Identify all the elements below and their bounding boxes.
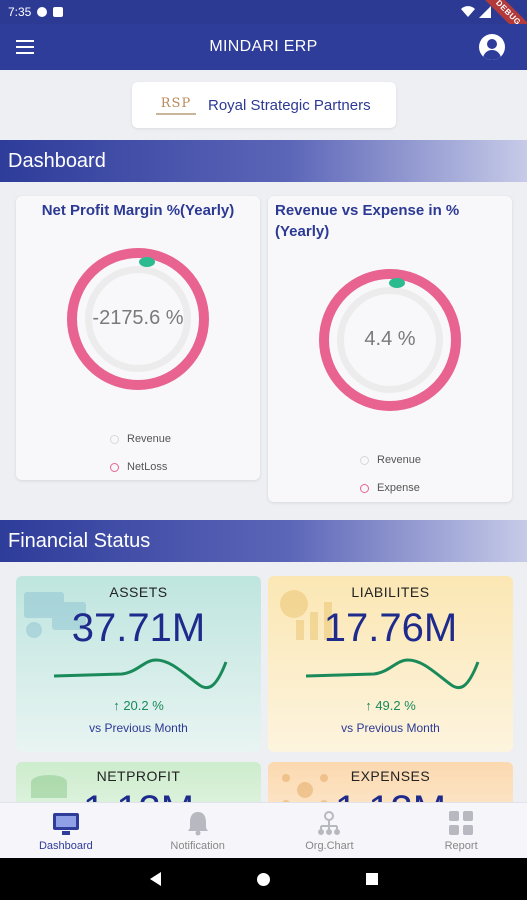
- nav-label: Dashboard: [38, 840, 93, 852]
- chart-title: Revenue vs Expense in % (Yearly): [275, 202, 460, 240]
- card-value: 37.71M: [71, 606, 206, 650]
- nav-report[interactable]: Report: [395, 803, 527, 858]
- sim-icon: [53, 7, 64, 17]
- money-illustration-icon: [24, 592, 86, 638]
- nav-label: Org.Chart: [305, 840, 354, 852]
- legend-item: NetLoss: [110, 461, 167, 473]
- arrow-up-icon: ↑: [113, 698, 124, 713]
- trend-sparkline: [305, 658, 480, 690]
- card-value: 17.76M: [323, 606, 458, 650]
- report-icon: [449, 811, 474, 835]
- card-subtitle: vs Previous Month: [341, 721, 440, 735]
- dashboard-heading: Dashboard: [0, 140, 527, 182]
- home-icon[interactable]: [256, 872, 270, 886]
- app-title: MINDARI ERP: [209, 38, 318, 55]
- company-name: Royal Strategic Partners: [208, 96, 371, 114]
- app-bar: MINDARI ERP: [0, 24, 527, 70]
- chart-value: -2175.6 %: [92, 307, 184, 329]
- trend-sparkline: [53, 658, 228, 690]
- card-change: ↑ 20.2 %: [113, 698, 164, 713]
- revenue-expense-donut: 4.4 %: [317, 267, 463, 413]
- status-time: 7:35: [8, 5, 32, 19]
- arrow-up-icon: ↑: [365, 698, 376, 713]
- coin-illustration-icon: [280, 590, 332, 640]
- card-label: LIABILITES: [351, 584, 430, 600]
- nav-label: Notification: [170, 840, 225, 852]
- bell-icon: [187, 812, 208, 836]
- legend-item: Revenue: [110, 433, 171, 445]
- dashboard-icon: [52, 813, 79, 835]
- status-bar: 7:35 DEBUG: [0, 0, 527, 50]
- company-brand: RSP Royal Strategic Partners: [132, 82, 396, 128]
- profile-icon[interactable]: [479, 34, 505, 60]
- sync-icon: [37, 7, 48, 17]
- company-logo: RSP: [150, 90, 202, 120]
- recents-icon[interactable]: [365, 873, 378, 885]
- legend-item: Revenue: [360, 454, 421, 466]
- coins-illustration-icon: [31, 775, 67, 798]
- card-subtitle: vs Previous Month: [89, 721, 188, 735]
- financial-status-heading: Financial Status: [0, 520, 527, 562]
- signal-icon: [479, 6, 491, 18]
- back-icon[interactable]: [149, 872, 161, 886]
- net-profit-donut: -2175.6 %: [65, 246, 211, 392]
- net-profit-card: Net Profit Margin %(Yearly) -2175.6 % Re…: [16, 196, 260, 480]
- org-chart-icon: [318, 811, 341, 835]
- assets-card[interactable]: ASSETS 37.71M ↑ 20.2 % vs Previous Month: [16, 576, 261, 752]
- card-change: ↑ 49.2 %: [365, 698, 416, 713]
- nav-label: Report: [444, 840, 478, 852]
- card-label: ASSETS: [109, 584, 168, 600]
- menu-icon[interactable]: [16, 40, 34, 54]
- chart-value: 4.4 %: [364, 328, 416, 350]
- nav-dashboard[interactable]: Dashboard: [0, 803, 132, 858]
- nav-notification[interactable]: Notification: [132, 803, 264, 858]
- logo-text: RSP: [160, 95, 192, 111]
- legend-item: Expense: [360, 482, 420, 494]
- liabilities-card[interactable]: LIABILITES 17.76M ↑ 49.2 % vs Previous M…: [268, 576, 513, 752]
- chart-title: Net Profit Margin %(Yearly): [41, 202, 235, 219]
- nav-org-chart[interactable]: Org.Chart: [264, 803, 396, 858]
- card-label: EXPENSES: [350, 768, 431, 784]
- system-navigation: [0, 858, 527, 900]
- card-label: NETPROFIT: [96, 768, 181, 784]
- bottom-navigation: Dashboard Notification Org.Chart Report: [0, 802, 527, 858]
- revenue-expense-card: Revenue vs Expense in % (Yearly) 4.4 % R…: [268, 196, 512, 502]
- wifi-icon: [461, 6, 475, 18]
